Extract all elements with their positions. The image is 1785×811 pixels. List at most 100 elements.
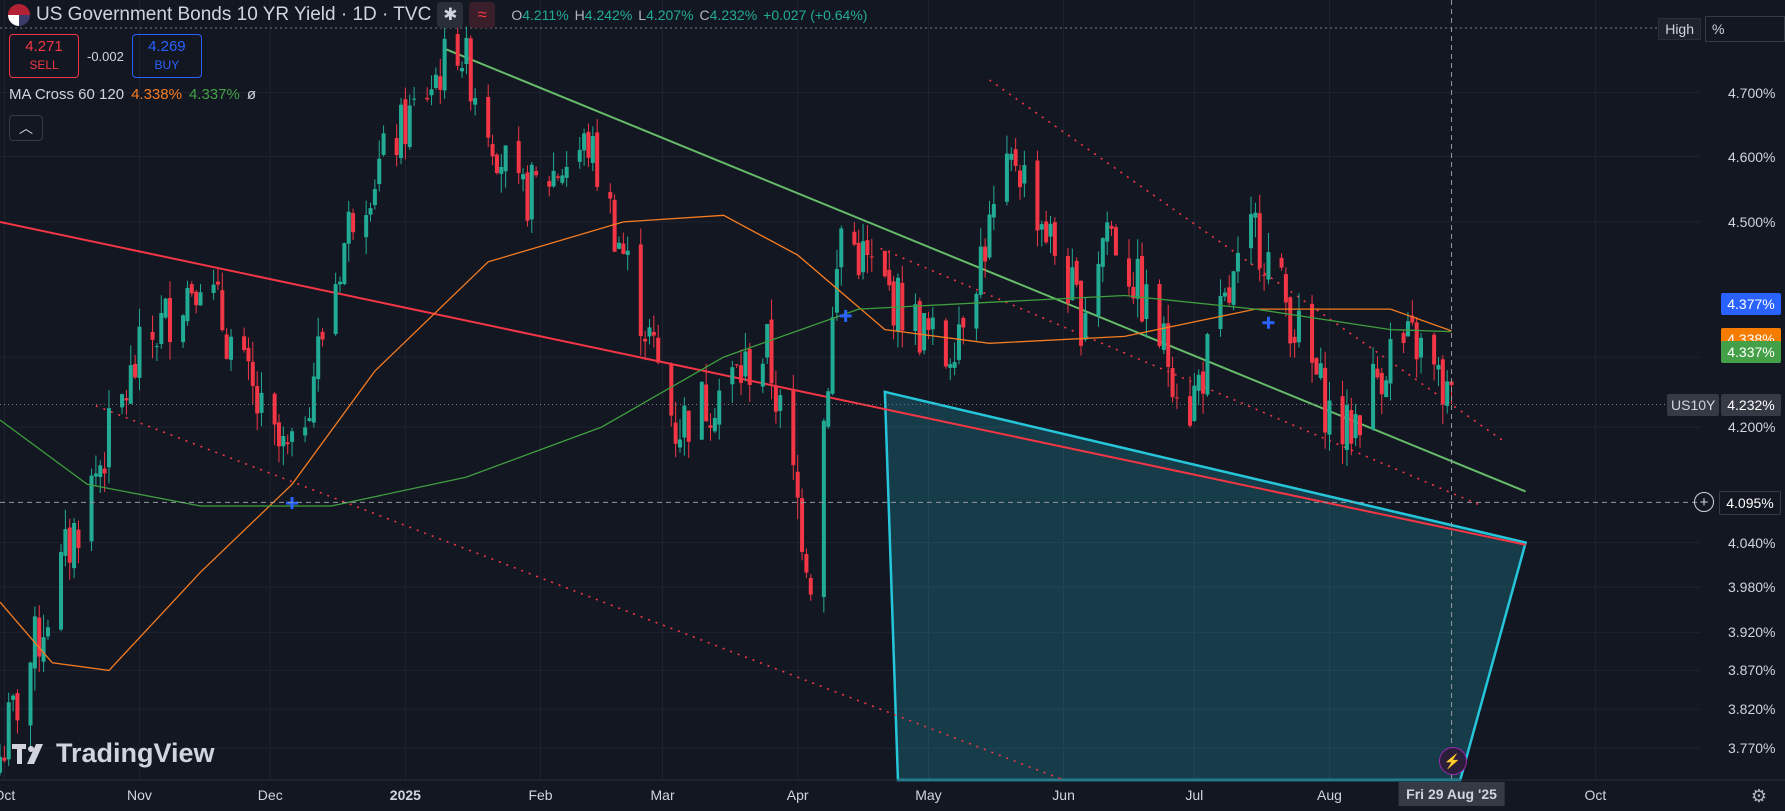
wave-icon[interactable]: ≈ [469, 2, 496, 28]
candle-body [464, 37, 469, 65]
candle-body [102, 468, 107, 474]
candle-body [856, 242, 861, 276]
candle-body [198, 292, 203, 306]
candle-body [1070, 267, 1075, 301]
price-scale-label: 4.600% [1728, 148, 1776, 165]
candle-body [974, 293, 979, 329]
candle-body [189, 284, 194, 294]
time-scale-label: Jun [1052, 787, 1075, 803]
candle-body [255, 385, 260, 414]
candle-body [595, 132, 600, 187]
candle-body [168, 298, 172, 343]
gear-icon[interactable]: ⚙ [1750, 786, 1767, 806]
high-button[interactable]: High [1658, 18, 1701, 40]
candle-body [351, 213, 356, 233]
ohlc-readout: O4.211% H4.242% L4.207% C4.232% +0.027 (… [511, 7, 868, 23]
crosshair-price-tag: 4.095% [1719, 491, 1781, 516]
candle-body [137, 326, 142, 378]
candle-body [1449, 381, 1454, 386]
candle-body [1235, 252, 1240, 272]
candle-body [586, 131, 591, 158]
candle-body [1065, 255, 1070, 304]
candle-body [891, 281, 896, 326]
candle-body [577, 149, 582, 162]
candle-body [1166, 323, 1171, 367]
candle-body [250, 361, 255, 386]
candle-body [930, 317, 935, 330]
price-scale-label: 3.870% [1728, 662, 1776, 679]
candle-body [229, 336, 234, 360]
candle-body [555, 176, 560, 178]
candle-body [686, 410, 691, 442]
sell-button[interactable]: 4.271 SELL [9, 34, 79, 78]
candle-body [1249, 214, 1254, 249]
candle-body [1375, 368, 1380, 378]
candle-body [211, 284, 216, 293]
candle-body [37, 617, 42, 657]
candle-body [895, 277, 900, 332]
candle-body [128, 365, 133, 404]
candle-body [1013, 149, 1018, 166]
candle-body [307, 418, 312, 421]
scale-controls: High % [1658, 16, 1785, 42]
candle-body [1083, 312, 1088, 340]
candle-body [1344, 405, 1349, 450]
candle-body [1074, 260, 1079, 285]
candle-body [281, 436, 286, 447]
candle-body [564, 166, 569, 178]
candle-body [826, 391, 831, 427]
candle-body [1035, 160, 1040, 231]
candle-body [625, 250, 630, 255]
candle-body [1048, 223, 1053, 237]
symbol-title[interactable]: US Government Bonds 10 YR Yield · 1D · T… [36, 4, 432, 25]
event-bolt-icon[interactable]: ⚡ [1438, 747, 1467, 775]
add-alert-button[interactable]: + [1694, 492, 1714, 513]
buy-button[interactable]: 4.269 BUY [131, 34, 202, 78]
candle-body [1100, 238, 1105, 267]
candle-body [804, 554, 809, 573]
candle-body [272, 393, 277, 425]
candle-body [93, 473, 98, 477]
price-scale-label: 3.770% [1728, 740, 1776, 757]
trendline-red-dot-mid [880, 247, 1483, 507]
candle-body [834, 269, 839, 313]
indicator-value-slow: 4.337% [188, 86, 240, 103]
price-scale-label: 3.820% [1728, 701, 1776, 718]
candle-body [734, 364, 739, 366]
candle-body [978, 246, 983, 295]
candle-body [320, 331, 325, 340]
tradingview-logo-icon [12, 743, 43, 764]
candle-body [1445, 381, 1450, 406]
candle-body [861, 241, 866, 273]
candle-body [259, 392, 264, 413]
candle-body [28, 662, 33, 726]
indicator-legend[interactable]: MA Cross 60 120 4.338% 4.337% ø [9, 86, 256, 103]
indicator-name: MA Cross 60 120 [9, 86, 125, 103]
candle-body [372, 189, 377, 206]
price-scale-label: 4.200% [1728, 419, 1776, 436]
candle-body [1384, 380, 1389, 398]
candle-body [769, 319, 774, 384]
candle-body [133, 363, 138, 378]
candle-body [1353, 414, 1358, 439]
collapse-legend-button[interactable]: ︿ [9, 115, 43, 141]
time-scale-label: Apr [786, 787, 809, 803]
candle-body [1358, 415, 1362, 436]
unit-selector[interactable]: % [1705, 16, 1785, 42]
candle-body [1283, 274, 1288, 303]
candle-body [242, 336, 247, 351]
chevron-up-icon: ︿ [19, 120, 33, 136]
candle-body [1192, 385, 1197, 422]
candle-body [913, 304, 918, 331]
time-scale-label: May [915, 787, 942, 803]
candle-body [1440, 359, 1445, 405]
candle-body [154, 346, 159, 348]
candle-body [948, 364, 953, 368]
snowflake-icon[interactable]: ✱ [437, 2, 464, 28]
candle-body [407, 105, 412, 147]
candle-body [1140, 256, 1145, 322]
candle-body [1371, 363, 1376, 430]
candle-body [1018, 170, 1022, 188]
candle-body [429, 89, 434, 96]
